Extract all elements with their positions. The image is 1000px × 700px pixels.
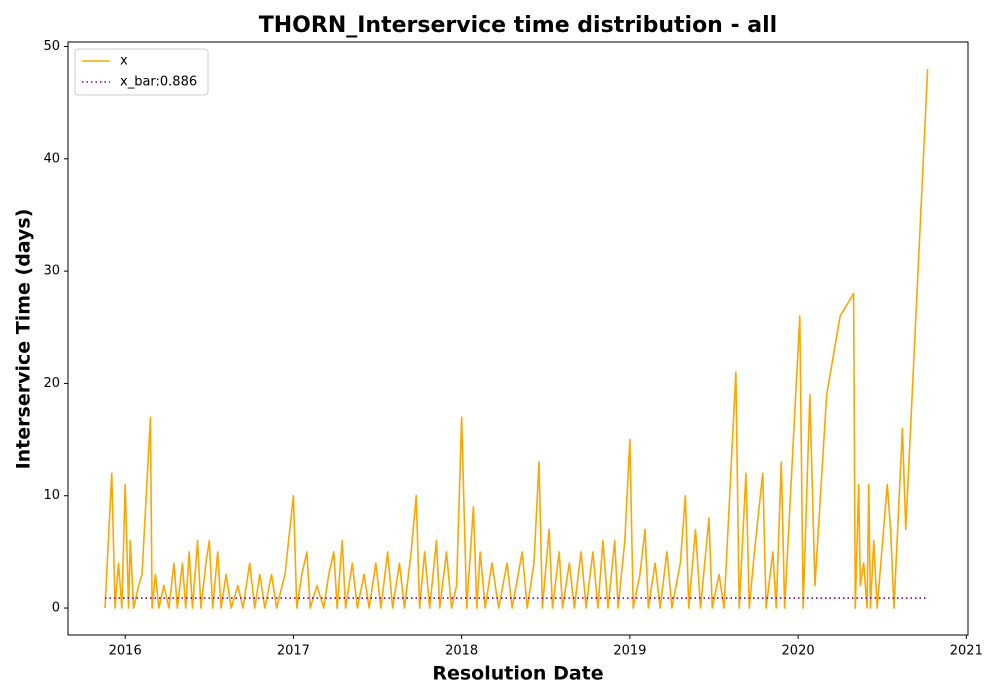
x-tick-label: 2018 xyxy=(445,644,478,659)
y-tick-label: 50 xyxy=(43,39,60,54)
y-tick-label: 40 xyxy=(43,151,60,166)
legend-label: x xyxy=(120,54,128,69)
y-tick-label: 30 xyxy=(43,264,60,279)
y-tick-label: 20 xyxy=(43,376,60,391)
x-tick-label: 2021 xyxy=(950,644,983,659)
data-line xyxy=(104,68,929,609)
x-tick-label: 2019 xyxy=(613,644,646,659)
legend-label: x_bar:0.886 xyxy=(120,75,197,90)
plot-frame xyxy=(67,41,969,636)
x-tick-label: 2016 xyxy=(109,644,142,659)
x-axis-label: Resolution Date xyxy=(432,663,603,685)
y-tick-label: 0 xyxy=(52,601,60,616)
x-tick-label: 2020 xyxy=(782,644,815,659)
x-tick-label: 2017 xyxy=(277,644,310,659)
y-axis-label: Interservice Time (days) xyxy=(13,209,35,470)
chart-title: THORN_Interservice time distribution - a… xyxy=(259,13,777,38)
y-tick-label: 10 xyxy=(43,488,60,503)
